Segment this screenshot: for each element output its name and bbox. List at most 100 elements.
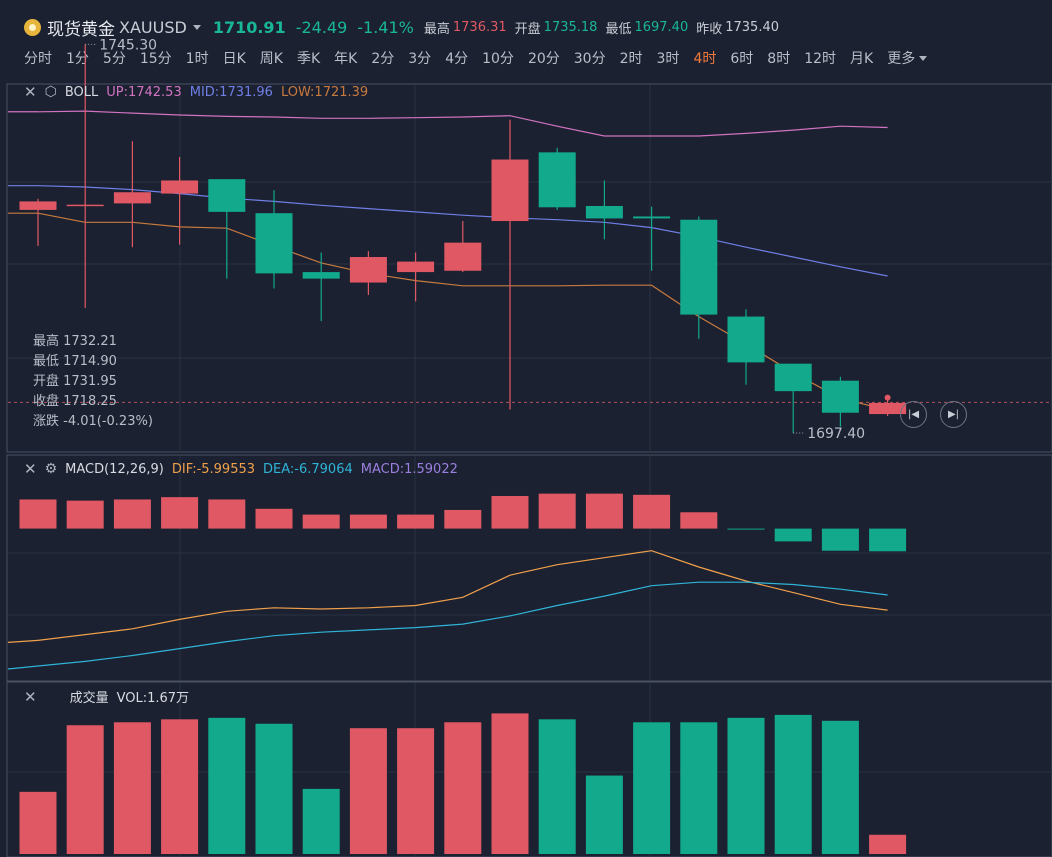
quote-row: 现货黄金 XAUUSD 1710.91 -24.49 -1.41% 最高 173… (24, 15, 787, 40)
volume-bar (444, 722, 482, 854)
prev-close-value: 1735.40 (725, 20, 779, 35)
timeframe-tab[interactable]: 分时 (24, 51, 52, 67)
timeframe-tab[interactable]: 3时 (656, 51, 680, 67)
macd-histogram-bar (727, 528, 765, 530)
chevron-down-icon (919, 55, 928, 61)
candle-body (208, 179, 246, 212)
timeframe-tab[interactable]: 8时 (767, 51, 791, 67)
symbol-name[interactable]: 现货黄金 (47, 20, 115, 40)
macd-histogram-bar (161, 497, 199, 529)
macd-histogram-bar (19, 499, 57, 529)
macd-dif-value: DIF:-5.99553 (171, 461, 256, 477)
candle-body (302, 272, 340, 279)
timeframe-tab[interactable]: 30分 (573, 51, 606, 67)
close-macd-icon[interactable]: ✕ (24, 460, 37, 478)
volume-bar (255, 723, 293, 854)
macd-histogram-bar (349, 514, 387, 529)
timeframe-tab[interactable]: 日K (222, 51, 246, 67)
candle-body (255, 213, 293, 274)
info-high: 最高 1732.21 (33, 334, 117, 349)
timeframe-tabs: 分时 1分 5分 15分 1时 日K 周K 季K 年K 2分 3分 4分 10分 20分 30分 2时 3时 4时… (24, 48, 928, 68)
timeframe-tab[interactable]: 月K (850, 51, 874, 67)
skip-to-start-icon[interactable]: |◀ (900, 401, 927, 428)
macd-dif-line (7, 639, 39, 643)
macd-histogram-bar (774, 528, 812, 542)
timeframe-tab[interactable]: 1时 (185, 51, 209, 67)
candle-body (680, 219, 718, 315)
boll-name: BOLL (64, 84, 99, 100)
volume-name: 成交量 (69, 691, 109, 706)
volume-value: VOL:1.67万 (116, 691, 190, 706)
min-price-label: 1697.40 (807, 426, 865, 442)
info-low: 最低 1714.90 (33, 354, 117, 369)
price-panel-border (6, 83, 1052, 453)
candle-body (349, 257, 387, 283)
macd-histogram-bar (633, 494, 671, 529)
volume-bar (19, 791, 57, 854)
skip-to-end-icon[interactable]: ▶| (940, 401, 967, 428)
macd-macd-value: MACD:1.59022 (360, 461, 458, 477)
close-volume-icon[interactable]: ✕ (24, 687, 37, 706)
price-change: -24.49 (295, 18, 348, 37)
boll-mid-value: MID:1731.96 (189, 84, 273, 100)
settings-hexagon-icon[interactable]: ⬡ (44, 84, 57, 100)
timeframe-tab[interactable]: 年K (334, 51, 358, 67)
macd-histogram-bar (491, 495, 529, 529)
macd-histogram-bar (302, 514, 340, 529)
info-change: 涨跌 -4.01(-0.23%) (33, 414, 153, 429)
more-timeframes-button[interactable]: 更多 (887, 48, 928, 68)
info-open: 开盘 1731.95 (33, 374, 117, 389)
timeframe-tab[interactable]: 3分 (408, 51, 432, 67)
candle-body (585, 205, 623, 219)
timeframe-tab[interactable]: 周K (259, 51, 283, 67)
volume-bar (774, 714, 812, 854)
timeframe-tab[interactable]: 15分 (139, 51, 172, 67)
volume-bar (113, 722, 151, 854)
chevron-down-icon[interactable] (192, 25, 201, 30)
gold-coin-icon (24, 19, 41, 36)
timeframe-tab[interactable]: 1分 (66, 51, 89, 67)
macd-dea-line (37, 581, 888, 667)
timeframe-tab[interactable]: 季K (296, 51, 321, 67)
macd-histogram-bar (397, 514, 435, 529)
volume-bar (66, 725, 104, 854)
macd-histogram-bar (680, 512, 718, 529)
open-label: 开盘 (514, 22, 541, 37)
candle-body (774, 363, 812, 392)
candle-body (538, 152, 576, 208)
symbol-code[interactable]: XAUUSD (119, 18, 187, 37)
timeframe-tab[interactable]: 2时 (619, 51, 643, 67)
close-boll-icon[interactable]: ✕ (24, 83, 37, 101)
candle-body (444, 242, 482, 271)
price-change-pct: -1.41% (357, 18, 414, 37)
macd-histogram-bar (821, 528, 859, 551)
macd-legend: ✕ ⚙ MACD(12,26,9) DIF:-5.99553 DEA:-6.79… (24, 460, 458, 478)
candle-body (397, 261, 435, 273)
boll-legend: ✕ ⬡ BOLL UP:1742.53 MID:1731.96 LOW:1721… (24, 83, 368, 101)
timeframe-tab[interactable]: 12时 (804, 51, 837, 67)
crosshair-info: 最高 1732.21 最低 1714.90 开盘 1731.95 收盘 1718… (33, 332, 153, 432)
timeframe-tab[interactable]: 4分 (445, 51, 469, 67)
volume-panel-border (6, 681, 1052, 857)
timeframe-tab[interactable]: 5分 (102, 51, 126, 67)
volume-bar (680, 722, 718, 854)
boll-up-value: UP:1742.53 (106, 84, 182, 100)
gear-icon[interactable]: ⚙ (44, 461, 58, 477)
volume-bar (585, 775, 623, 854)
low-value: 1697.40 (634, 20, 689, 35)
macd-name: MACD(12,26,9) (65, 461, 164, 477)
candle-body (727, 316, 765, 363)
timeframe-tab[interactable]: 4时 (693, 51, 717, 67)
volume-bar (727, 717, 765, 854)
info-close: 收盘 1718.25 (33, 394, 117, 409)
macd-dea-line (7, 665, 39, 670)
timeframe-tab[interactable]: 6时 (730, 51, 754, 67)
timeframe-tab[interactable]: 10分 (482, 51, 514, 67)
timeframe-tab[interactable]: 2分 (371, 51, 395, 67)
candle-body (66, 204, 104, 207)
prev-close-label: 昨收 (696, 22, 723, 37)
timeframe-tab[interactable]: 20分 (527, 51, 560, 67)
volume-bar (208, 717, 246, 854)
volume-bar (302, 788, 340, 854)
